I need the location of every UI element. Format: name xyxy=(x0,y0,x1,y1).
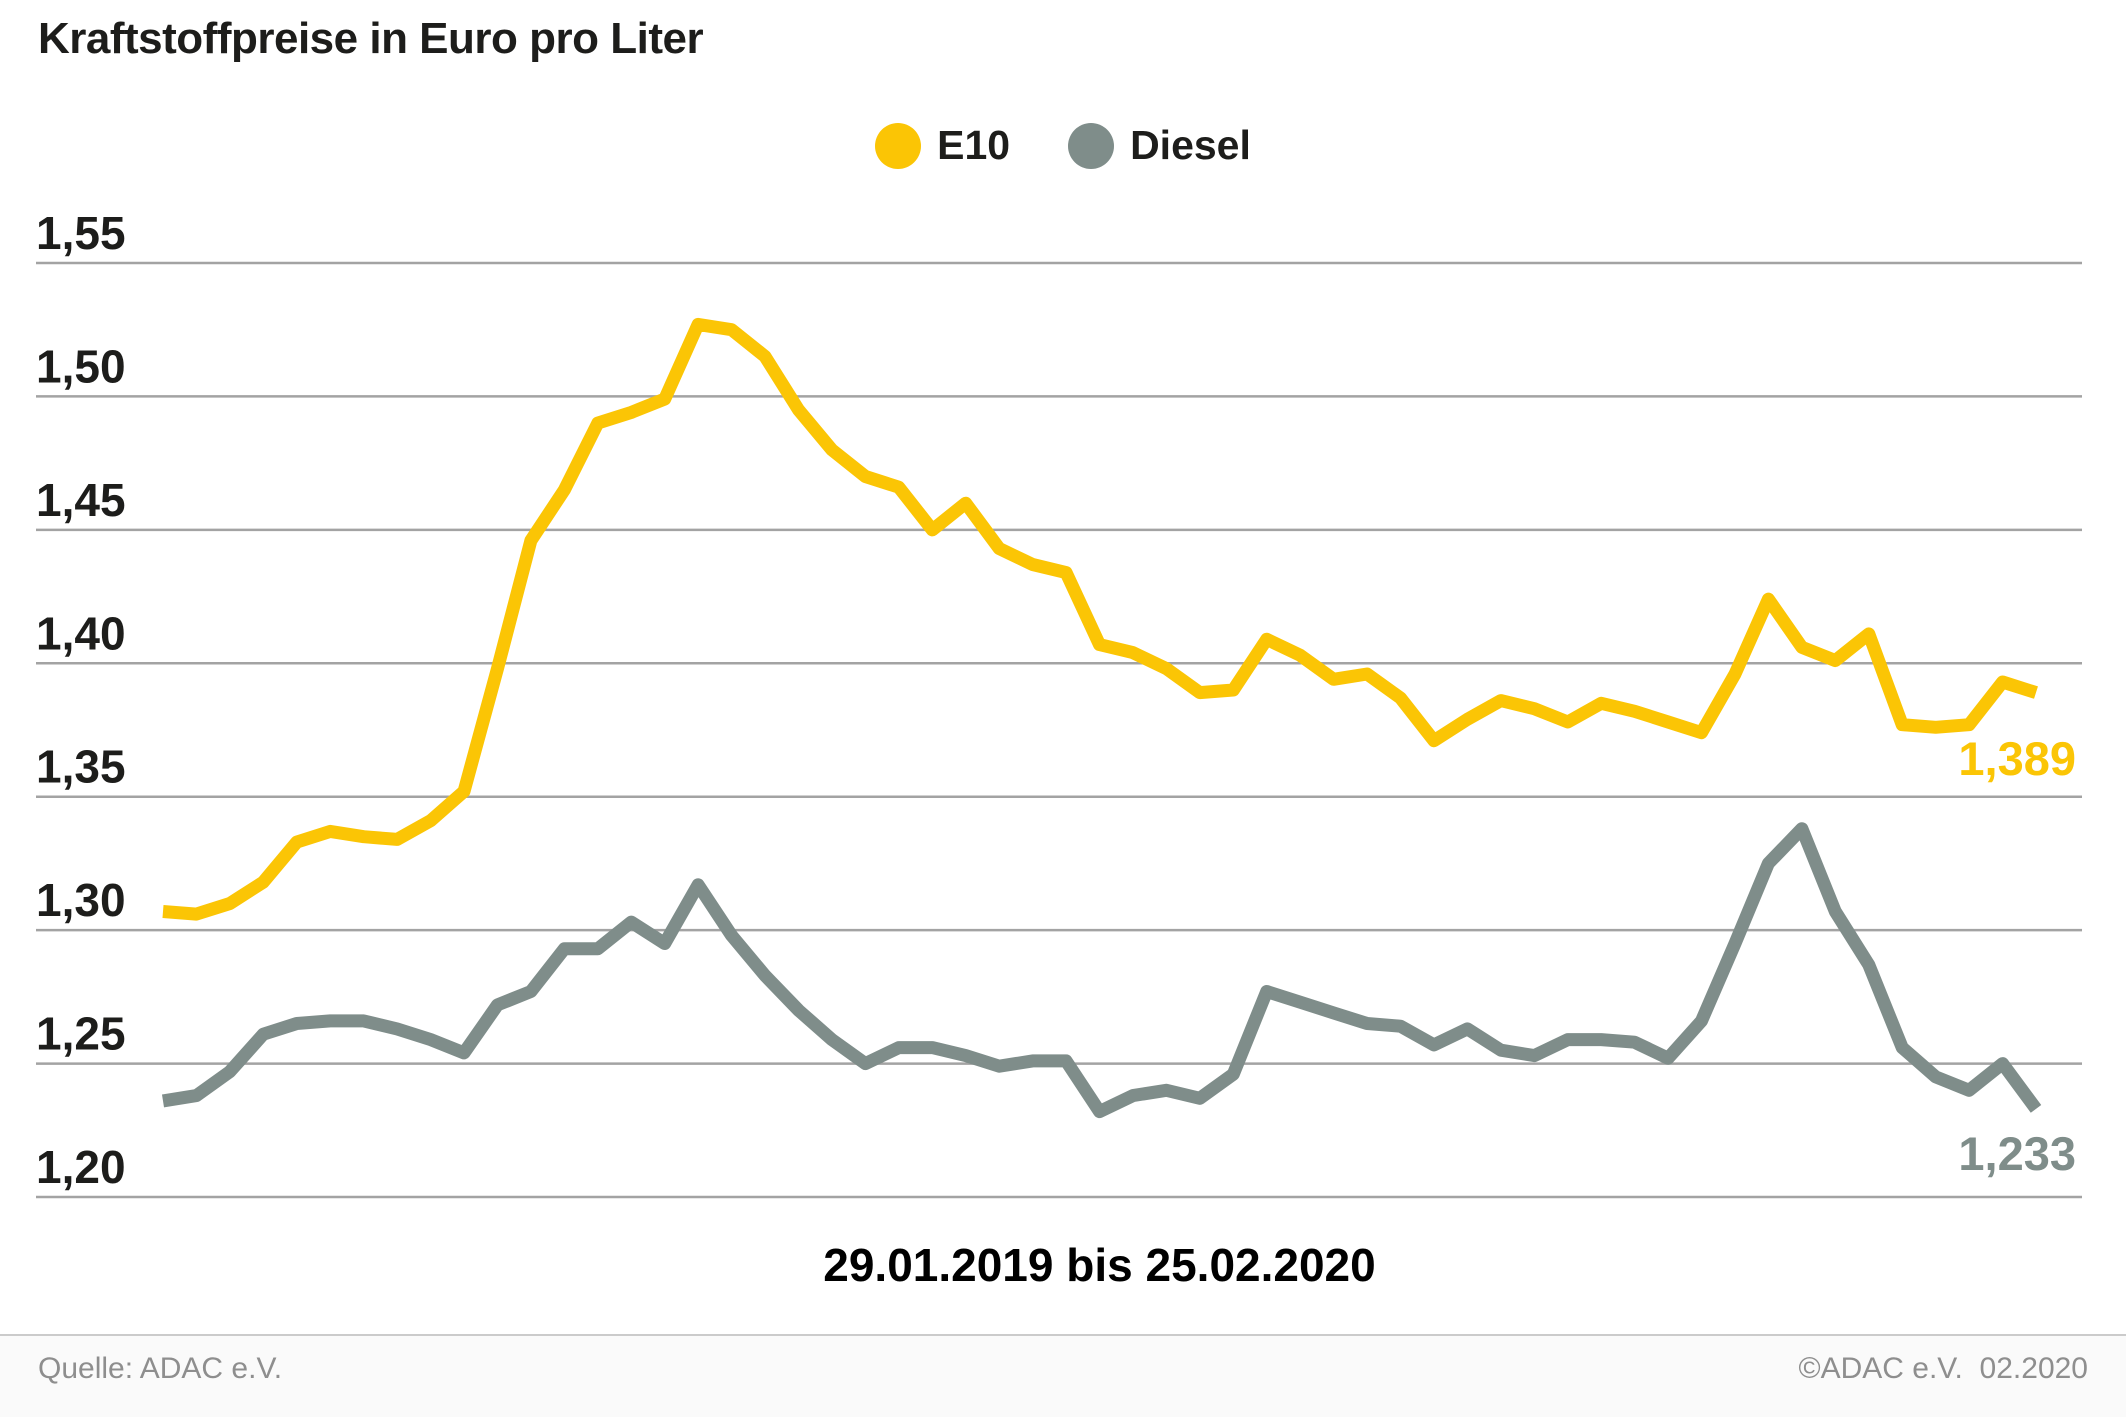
diesel-series-dot-icon xyxy=(1068,122,1115,169)
e10-series-dot-icon xyxy=(875,122,922,169)
footer-bar: Quelle: ADAC e.V. ©ADAC e.V. 02.2020 xyxy=(0,1334,2126,1417)
y-axis-tick-label: 1,20 xyxy=(36,1141,126,1193)
page-title: Kraftstoffpreise in Euro pro Liter xyxy=(38,14,704,63)
x-range-label: 29.01.2019 bis 25.02.2020 xyxy=(823,1239,1376,1291)
e10-price-line xyxy=(162,317,2038,921)
y-axis-tick-label: 1,50 xyxy=(36,340,126,392)
source-credit: Quelle: ADAC e.V. xyxy=(38,1352,283,1385)
legend-label-e10: E10 xyxy=(937,122,1011,168)
legend-label-diesel: Diesel xyxy=(1130,122,1251,168)
y-axis-tick-label: 1,55 xyxy=(36,207,126,259)
y-axis-tick-label: 1,25 xyxy=(36,1008,126,1060)
y-axis-tick-label: 1,35 xyxy=(36,741,126,793)
diesel-price-line xyxy=(161,822,2042,1119)
e10-end-value-label: 1,389 xyxy=(1958,732,2076,785)
y-axis-tick-label: 1,30 xyxy=(36,874,126,926)
chart-legend: E10 Diesel xyxy=(0,122,2126,169)
copyright-notice: ©ADAC e.V. 02.2020 xyxy=(1798,1352,2088,1385)
legend-item-e10: E10 xyxy=(875,122,1010,169)
diesel-end-value-label: 1,233 xyxy=(1958,1127,2076,1180)
y-axis-tick-label: 1,40 xyxy=(36,607,126,659)
y-axis-tick-label: 1,45 xyxy=(36,474,126,526)
legend-item-diesel: Diesel xyxy=(1068,122,1251,169)
